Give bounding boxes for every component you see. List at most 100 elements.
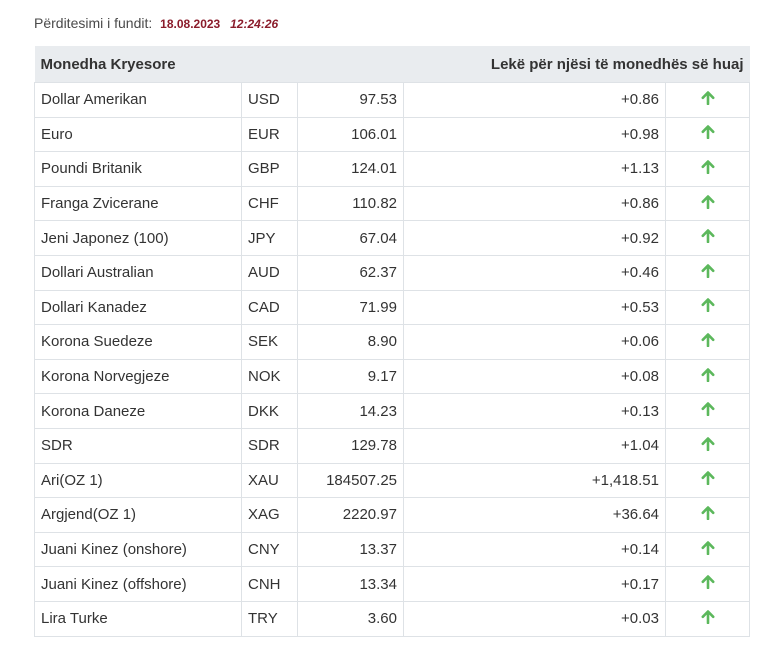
currency-code-cell: SEK xyxy=(241,324,298,360)
header-lek-per-unit: Lekë për njësi të monedhës së huaj xyxy=(403,46,750,83)
trend-cell xyxy=(665,82,750,118)
arrow-up-icon xyxy=(701,160,715,178)
arrow-up-icon xyxy=(701,333,715,351)
rate-cell: 3.60 xyxy=(297,600,404,637)
currency-code-cell: TRY xyxy=(241,600,298,637)
currency-code-cell: DKK xyxy=(241,393,298,429)
trend-cell xyxy=(665,289,750,326)
trend-cell xyxy=(665,220,750,256)
currency-name-cell: Franga Zvicerane xyxy=(34,185,242,222)
trend-cell xyxy=(665,462,750,499)
table-body: Dollar Amerikan USD 97.53 +0.86 Euro EUR 106.0… xyxy=(34,82,750,637)
arrow-up-icon xyxy=(701,125,715,143)
rate-cell: 129.78 xyxy=(297,427,404,464)
rate-cell: 13.34 xyxy=(297,566,404,602)
arrow-up-icon xyxy=(701,263,715,282)
trend-cell xyxy=(665,185,750,222)
arrow-up-icon xyxy=(701,91,715,109)
change-cell: +0.46 xyxy=(403,254,666,291)
currency-name-cell: SDR xyxy=(34,427,242,464)
change-cell: +0.13 xyxy=(403,393,666,429)
trend-cell xyxy=(665,358,750,395)
change-cell: +0.14 xyxy=(403,531,666,568)
table-row: Korona Suedeze SEK 8.90 +0.06 xyxy=(34,324,750,360)
rate-cell: 124.01 xyxy=(297,151,404,187)
rate-cell: 71.99 xyxy=(297,289,404,326)
table-row: Dollar Amerikan USD 97.53 +0.86 xyxy=(34,82,750,118)
table-row: Juani Kinez (offshore) CNH 13.34 +0.17 xyxy=(34,566,750,602)
currency-code-cell: XAG xyxy=(241,497,298,533)
trend-cell xyxy=(665,393,750,429)
currency-code-cell: CHF xyxy=(241,185,298,222)
arrow-up-icon xyxy=(701,229,715,247)
currency-code-cell: CAD xyxy=(241,289,298,326)
change-cell: +0.86 xyxy=(403,185,666,222)
change-cell: +36.64 xyxy=(403,497,666,533)
trend-cell xyxy=(665,531,750,568)
currency-code-cell: XAU xyxy=(241,462,298,499)
rate-cell: 97.53 xyxy=(297,82,404,118)
rate-cell: 2220.97 xyxy=(297,497,404,533)
rate-cell: 14.23 xyxy=(297,393,404,429)
trend-cell xyxy=(665,497,750,533)
trend-cell xyxy=(665,324,750,360)
table-row: SDR SDR 129.78 +1.04 xyxy=(34,427,750,464)
table-row: Argjend(OZ 1) XAG 2220.97 +36.64 xyxy=(34,497,750,533)
arrow-up-icon xyxy=(701,402,715,420)
currency-name-cell: Dollar Amerikan xyxy=(34,82,242,118)
currency-code-cell: AUD xyxy=(241,254,298,291)
currency-code-cell: CNH xyxy=(241,566,298,602)
arrow-up-icon xyxy=(701,471,715,489)
change-cell: +0.17 xyxy=(403,566,666,602)
currency-name-cell: Korona Norvegjeze xyxy=(34,358,242,395)
trend-cell xyxy=(665,151,750,187)
currency-name-cell: Ari(OZ 1) xyxy=(34,462,242,499)
arrow-up-icon xyxy=(701,540,715,559)
table-row: Jeni Japonez (100) JPY 67.04 +0.92 xyxy=(34,220,750,256)
change-cell: +0.06 xyxy=(403,324,666,360)
arrow-up-icon xyxy=(701,367,715,386)
change-cell: +1,418.51 xyxy=(403,462,666,499)
currency-code-cell: CNY xyxy=(241,531,298,568)
table-row: Euro EUR 106.01 +0.98 xyxy=(34,116,750,153)
last-update-date: 18.08.2023 xyxy=(160,17,221,31)
rate-cell: 13.37 xyxy=(297,531,404,568)
currency-code-cell: EUR xyxy=(241,116,298,153)
currency-name-cell: Juani Kinez (offshore) xyxy=(34,566,242,602)
change-cell: +0.03 xyxy=(403,600,666,637)
currency-code-cell: SDR xyxy=(241,427,298,464)
currency-code-cell: JPY xyxy=(241,220,298,256)
rate-cell: 8.90 xyxy=(297,324,404,360)
last-update-label: Përditesimi i fundit: xyxy=(34,15,153,31)
table-row: Korona Norvegjeze NOK 9.17 +0.08 xyxy=(34,358,750,395)
rate-cell: 62.37 xyxy=(297,254,404,291)
table-row: Ari(OZ 1) XAU 184507.25 +1,418.51 xyxy=(34,462,750,499)
currency-name-cell: Lira Turke xyxy=(34,600,242,637)
header-main-currencies: Monedha Kryesore xyxy=(34,46,404,83)
arrow-up-icon xyxy=(701,575,715,593)
currency-name-cell: Jeni Japonez (100) xyxy=(34,220,242,256)
table-row: Juani Kinez (onshore) CNY 13.37 +0.14 xyxy=(34,531,750,568)
table-row: Dollari Australian AUD 62.37 +0.46 xyxy=(34,254,750,291)
arrow-up-icon xyxy=(701,436,715,455)
rate-cell: 110.82 xyxy=(297,185,404,222)
currency-name-cell: Dollari Kanadez xyxy=(34,289,242,326)
currency-name-cell: Korona Suedeze xyxy=(34,324,242,360)
change-cell: +0.98 xyxy=(403,116,666,153)
arrow-up-icon xyxy=(701,506,715,524)
currency-name-cell: Korona Daneze xyxy=(34,393,242,429)
table-row: Poundi Britanik GBP 124.01 +1.13 xyxy=(34,151,750,187)
change-cell: +1.13 xyxy=(403,151,666,187)
currency-name-cell: Dollari Australian xyxy=(34,254,242,291)
arrow-up-icon xyxy=(701,298,715,316)
trend-cell xyxy=(665,600,750,637)
trend-cell xyxy=(665,566,750,602)
rate-cell: 106.01 xyxy=(297,116,404,153)
table-row: Dollari Kanadez CAD 71.99 +0.53 xyxy=(34,289,750,326)
currency-name-cell: Poundi Britanik xyxy=(34,151,242,187)
currency-code-cell: NOK xyxy=(241,358,298,395)
table-row: Franga Zvicerane CHF 110.82 +0.86 xyxy=(34,185,750,222)
trend-cell xyxy=(665,427,750,464)
exchange-rates-table: Monedha Kryesore Lekë për njësi të moned… xyxy=(34,46,750,637)
rate-cell: 184507.25 xyxy=(297,462,404,499)
